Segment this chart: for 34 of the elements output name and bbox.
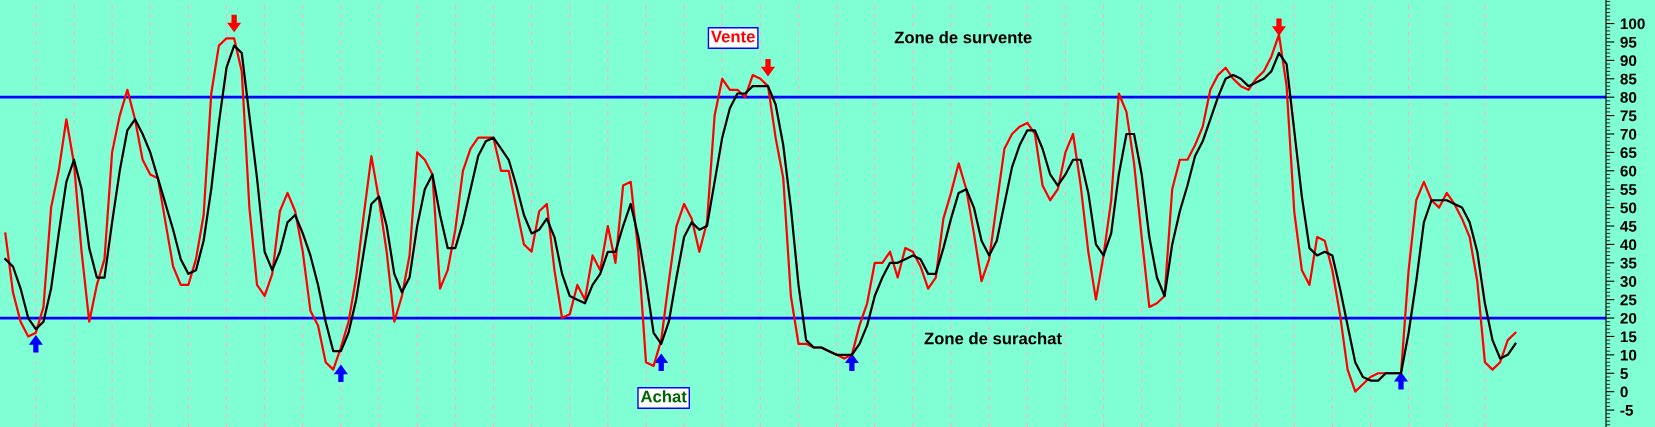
y-tick-label: 55 bbox=[1620, 184, 1637, 195]
y-tick-label: 75 bbox=[1620, 110, 1637, 122]
point bbox=[28, 335, 43, 353]
point bbox=[1271, 18, 1286, 37]
y-tick-label: 70 bbox=[1620, 128, 1637, 140]
y-tick-label: 15 bbox=[1620, 331, 1637, 343]
point bbox=[1393, 371, 1409, 390]
y-tick-label: 50 bbox=[1620, 202, 1637, 214]
y-tick-label: 65 bbox=[1620, 147, 1637, 159]
y-tick-label: 40 bbox=[1620, 239, 1637, 251]
annotation: Achat bbox=[640, 390, 687, 403]
y-tick-label: 25 bbox=[1620, 294, 1637, 306]
point bbox=[654, 353, 669, 371]
annotation: Zone de survente bbox=[894, 31, 1032, 44]
annotation: Vente bbox=[711, 30, 755, 43]
y-tick-label: 85 bbox=[1620, 73, 1637, 85]
y-tick-label: 30 bbox=[1620, 276, 1637, 287]
y-tick-label: 35 bbox=[1620, 257, 1637, 269]
point bbox=[760, 58, 776, 77]
y-tick-label: 10 bbox=[1620, 349, 1637, 361]
point bbox=[333, 364, 348, 383]
y-tick-label: 80 bbox=[1620, 92, 1637, 103]
point bbox=[844, 353, 859, 371]
y-tick-label: 100 bbox=[1620, 18, 1645, 30]
y-tick-label: 90 bbox=[1620, 55, 1637, 67]
point bbox=[227, 14, 242, 33]
y-tick-label: 95 bbox=[1620, 36, 1637, 48]
annotation: Zone de surachat bbox=[924, 332, 1062, 345]
y-tick-label: 45 bbox=[1620, 221, 1637, 232]
y-tick-label: -5 bbox=[1620, 405, 1634, 416]
y-tick-label: 20 bbox=[1620, 312, 1637, 324]
y-tick-label: 5 bbox=[1620, 368, 1628, 379]
y-tick-label: 0 bbox=[1620, 386, 1628, 398]
y-tick-label: 60 bbox=[1620, 165, 1637, 177]
